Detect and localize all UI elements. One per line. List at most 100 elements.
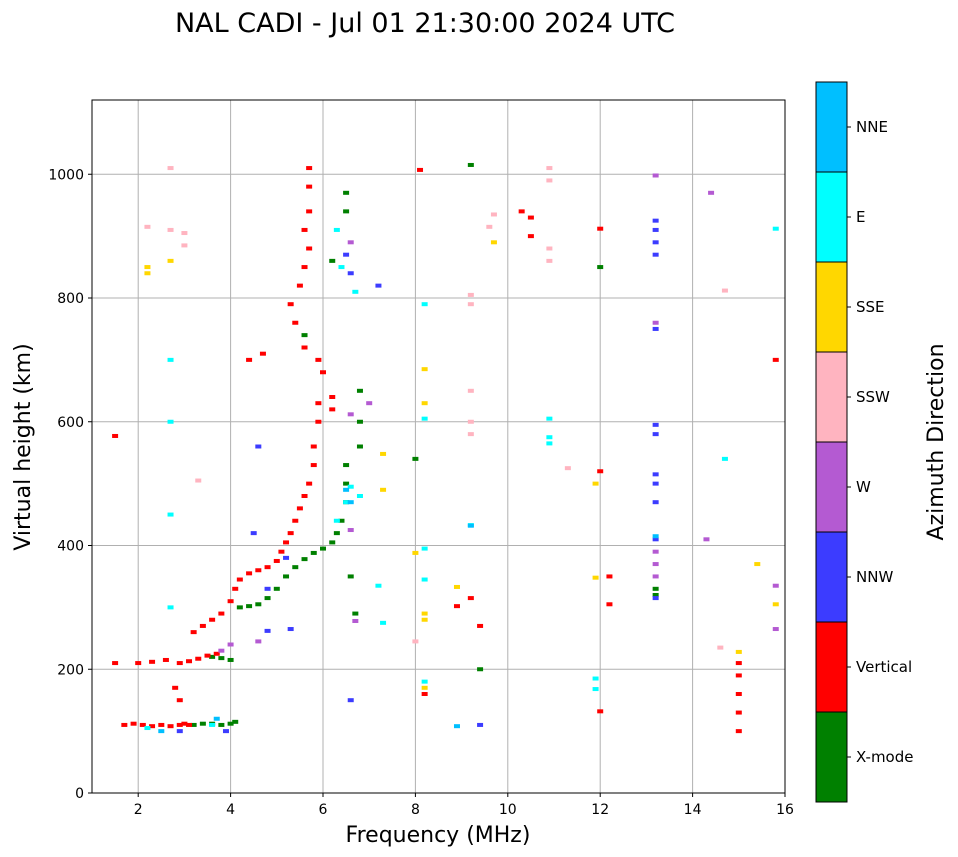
- data-point: [315, 419, 322, 424]
- data-point: [380, 620, 387, 625]
- data-point: [176, 661, 183, 666]
- colorbar-label: X-mode: [856, 748, 913, 766]
- data-point: [199, 721, 206, 726]
- series-vertical: [112, 166, 779, 734]
- data-point: [283, 555, 290, 560]
- colorbar-segment: [816, 172, 847, 262]
- series-w: [218, 173, 779, 653]
- series-sse: [144, 240, 779, 690]
- data-point: [652, 562, 659, 567]
- data-point: [652, 586, 659, 591]
- data-point: [172, 685, 179, 690]
- data-point: [227, 599, 234, 604]
- data-point: [412, 456, 419, 461]
- data-point: [652, 596, 659, 601]
- data-point: [213, 651, 220, 656]
- data-point: [421, 577, 428, 582]
- data-point: [772, 627, 779, 632]
- y-tick-label: 0: [75, 786, 84, 802]
- data-point: [652, 227, 659, 232]
- data-point: [421, 692, 428, 696]
- data-point: [167, 512, 174, 517]
- data-point: [227, 721, 234, 726]
- data-point: [375, 583, 382, 588]
- x-tick-label: 14: [684, 802, 702, 818]
- data-point: [162, 657, 169, 662]
- x-axis-title: Frequency (MHz): [346, 823, 531, 848]
- data-point: [467, 388, 474, 393]
- data-point: [130, 721, 137, 726]
- series-ssw: [144, 166, 728, 650]
- data-point: [356, 494, 363, 498]
- data-point: [347, 574, 354, 579]
- x-tick-label: 10: [499, 802, 517, 818]
- data-point: [546, 246, 553, 251]
- data-point: [652, 252, 659, 257]
- data-point: [144, 265, 151, 270]
- data-point: [112, 661, 119, 666]
- data-point: [652, 500, 659, 505]
- data-point: [347, 484, 354, 489]
- data-point: [343, 209, 350, 214]
- data-point: [592, 676, 599, 681]
- data-point: [329, 258, 336, 263]
- data-point: [259, 351, 266, 356]
- data-point: [199, 623, 206, 628]
- x-axis: 2 4 6 8 10 12 14 16: [134, 793, 794, 818]
- series-nne: [158, 487, 659, 734]
- data-point: [546, 416, 553, 421]
- data-point: [213, 716, 220, 721]
- data-point: [527, 234, 534, 239]
- data-point: [527, 215, 534, 220]
- data-point: [546, 166, 553, 171]
- data-point: [708, 190, 715, 195]
- data-point: [356, 388, 363, 393]
- data-point: [287, 531, 294, 536]
- data-points: [112, 162, 779, 734]
- y-axis-title: Virtual height (km): [11, 343, 36, 550]
- data-point: [121, 722, 128, 727]
- data-point: [347, 240, 354, 245]
- data-point: [347, 412, 354, 417]
- data-point: [453, 724, 460, 729]
- series-e: [144, 226, 779, 731]
- data-point: [310, 550, 317, 555]
- data-point: [477, 623, 484, 628]
- data-point: [232, 586, 239, 591]
- y-tick-label: 1000: [48, 167, 84, 183]
- data-point: [652, 173, 659, 178]
- data-point: [222, 729, 229, 734]
- data-point: [652, 549, 659, 554]
- data-point: [375, 283, 382, 288]
- data-point: [652, 472, 659, 477]
- data-point: [301, 227, 308, 232]
- data-point: [287, 302, 294, 307]
- data-point: [490, 240, 497, 245]
- series-x-mode: [190, 162, 659, 727]
- data-point: [338, 518, 345, 523]
- data-point: [366, 401, 373, 406]
- data-point: [149, 724, 156, 729]
- data-point: [735, 649, 742, 654]
- data-point: [735, 661, 742, 666]
- data-point: [264, 586, 271, 591]
- data-point: [652, 326, 659, 331]
- data-point: [181, 243, 188, 248]
- data-point: [209, 654, 216, 659]
- data-point: [218, 656, 225, 661]
- data-point: [490, 212, 497, 217]
- data-point: [356, 444, 363, 449]
- data-point: [467, 162, 474, 167]
- data-point: [467, 419, 474, 424]
- data-point: [176, 729, 183, 734]
- data-point: [380, 451, 387, 456]
- data-point: [652, 320, 659, 325]
- y-axis: 0 200 400 600 800 1000: [48, 167, 92, 802]
- x-tick-label: 2: [134, 802, 143, 818]
- data-point: [255, 639, 262, 644]
- data-point: [343, 190, 350, 195]
- data-point: [772, 357, 779, 362]
- y-tick-label: 200: [57, 662, 84, 678]
- colorbar-label: Vertical: [856, 658, 912, 676]
- colorbar-frame: [815, 81, 848, 803]
